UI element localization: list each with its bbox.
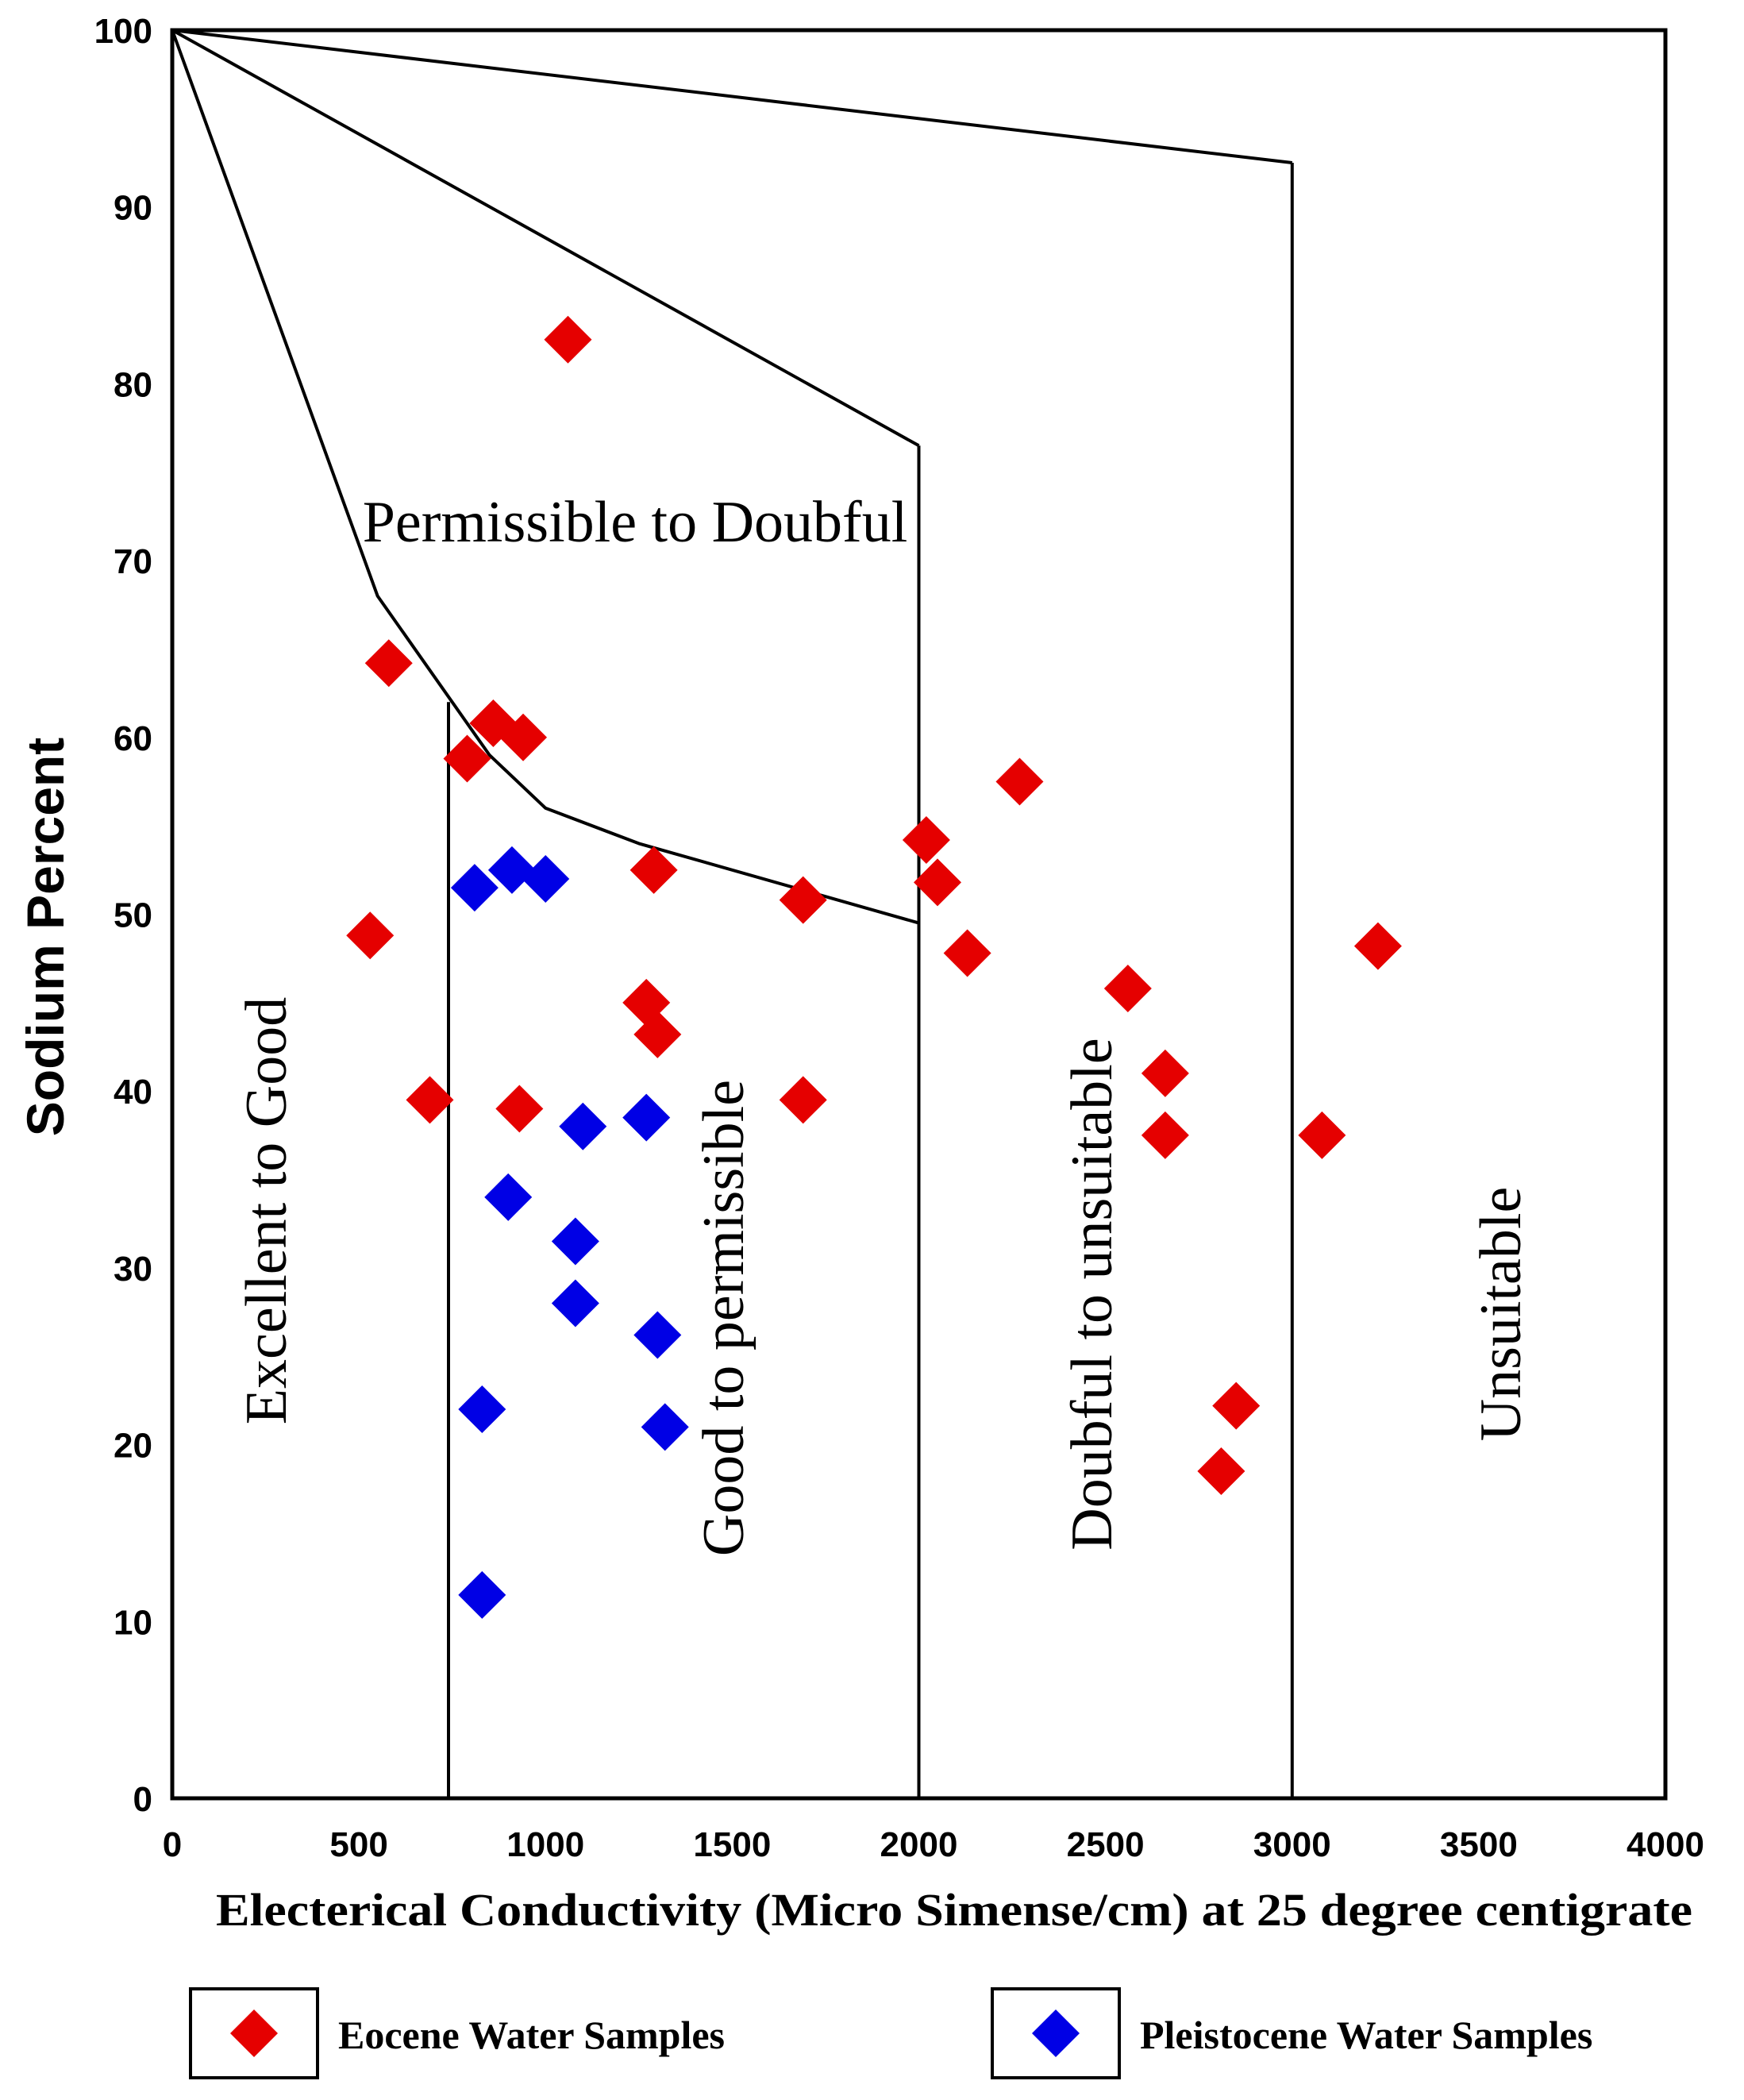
data-point-eocene: [1141, 1049, 1189, 1097]
data-point-eocene: [633, 1010, 682, 1058]
data-point-eocene: [406, 1076, 454, 1124]
data-point-eocene: [1353, 922, 1402, 970]
data-point-eocene: [902, 815, 950, 864]
y-axis-title: Sodium Percent: [16, 738, 75, 1136]
data-point-eocene: [1197, 1447, 1245, 1496]
data-point-eocene: [443, 734, 491, 783]
data-point-pleistocene: [559, 1102, 607, 1150]
x-tick-label: 4000: [1627, 1825, 1704, 1864]
x-tick-label: 3000: [1253, 1825, 1331, 1864]
y-tick-label: 80: [114, 365, 152, 404]
data-point-pleistocene: [551, 1217, 599, 1266]
data-point-pleistocene: [633, 1311, 682, 1359]
region-label-excellent: Excellent to Good: [234, 997, 299, 1424]
data-point-eocene: [544, 315, 592, 364]
data-point-pleistocene: [450, 864, 499, 912]
data-point-eocene: [943, 929, 991, 977]
x-axis-title: Electerical Conductivity (Micro Simense/…: [216, 1884, 1692, 1936]
boundary-lines: [171, 29, 1294, 1798]
legend-box-eocene: [189, 1987, 319, 2079]
data-point-eocene: [499, 713, 548, 761]
legend-label-pleistocene: Pleistocene Water Samples: [1140, 2013, 1592, 2057]
data-point-eocene: [995, 757, 1044, 806]
region-label-doubtful-unsuitable: Doubful to unsuitable: [1060, 1038, 1125, 1550]
y-tick-label: 30: [114, 1250, 152, 1289]
data-point-eocene: [1298, 1111, 1346, 1159]
y-tick-label: 0: [133, 1780, 152, 1819]
x-tick-label: 1000: [506, 1825, 584, 1864]
data-point-eocene: [495, 1085, 544, 1133]
legend-box-pleistocene: [991, 1987, 1121, 2079]
data-points: [346, 315, 1402, 1619]
y-tick-label: 50: [114, 896, 152, 935]
legend-marker-eocene: [230, 2009, 278, 2057]
y-tick-label: 90: [114, 189, 152, 228]
y-tick-label: 10: [114, 1603, 152, 1642]
legend-label-eocene: Eocene Water Samples: [338, 2013, 725, 2057]
data-point-eocene: [346, 911, 395, 960]
data-point-eocene: [364, 639, 413, 688]
data-point-pleistocene: [551, 1279, 599, 1327]
x-tick-label: 2500: [1067, 1825, 1145, 1864]
legend-marker-pleistocene: [1032, 2009, 1080, 2057]
y-tick-label: 100: [94, 12, 152, 51]
data-point-eocene: [1103, 965, 1152, 1013]
data-point-eocene: [914, 858, 962, 907]
x-tick-labels: 0 500 1000 1500 2000 2500 3000 3500 4000: [163, 1825, 1704, 1864]
data-point-pleistocene: [487, 846, 536, 894]
data-point-eocene: [1212, 1381, 1261, 1430]
legend: Eocene Water Samples Pleistocene Water S…: [189, 1987, 1592, 2079]
x-tick-label: 3500: [1440, 1825, 1518, 1864]
y-tick-label: 40: [114, 1073, 152, 1112]
x-tick-label: 500: [329, 1825, 387, 1864]
y-tick-label: 20: [114, 1427, 152, 1466]
boundary-permissible-upper: [171, 29, 920, 448]
x-tick-label: 0: [163, 1825, 182, 1864]
plot-frame: [170, 28, 1668, 1801]
data-point-eocene: [629, 846, 678, 894]
data-point-pleistocene: [622, 1093, 671, 1142]
data-point-pleistocene: [641, 1403, 689, 1451]
data-point-pleistocene: [458, 1385, 506, 1434]
region-label-unsuitable: Unsuitable: [1469, 1187, 1534, 1442]
x-tick-label: 2000: [880, 1825, 958, 1864]
boundary-doubtful-upper: [171, 29, 1293, 164]
data-point-pleistocene: [522, 854, 570, 903]
data-point-eocene: [1141, 1111, 1189, 1159]
boundary-excellent-upper: [171, 29, 920, 925]
y-tick-labels: 0 10 20 30 40 50 60 70 80 90 100: [94, 12, 152, 1819]
data-point-pleistocene: [458, 1570, 506, 1619]
region-label-permissible-doubtful: Permissible to Doubful: [363, 490, 908, 555]
region-labels: Permissible to Doubful Excellent to Good…: [234, 490, 1534, 1556]
y-tick-label: 60: [114, 719, 152, 758]
data-point-eocene: [779, 876, 827, 924]
data-point-pleistocene: [484, 1173, 533, 1221]
x-tick-label: 1500: [693, 1825, 771, 1864]
data-point-eocene: [779, 1076, 827, 1124]
y-tick-label: 70: [114, 542, 152, 581]
region-label-good: Good to permissible: [691, 1080, 757, 1556]
